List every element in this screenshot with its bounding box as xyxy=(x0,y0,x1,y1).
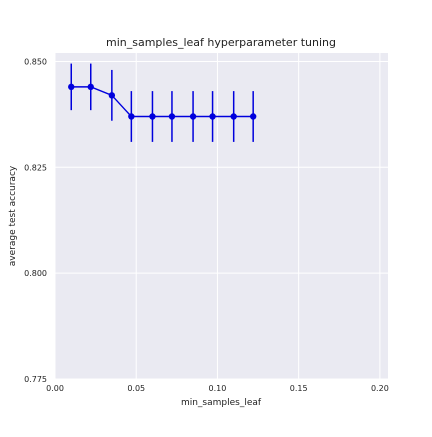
data-point xyxy=(87,83,94,91)
y-tick-label: 0.775 xyxy=(24,375,47,384)
chart-title: min_samples_leaf hyperparameter tuning xyxy=(106,36,336,49)
series-line-path xyxy=(71,86,254,118)
grid xyxy=(54,53,388,380)
x-tick-label: 0.00 xyxy=(46,384,64,393)
data-point xyxy=(149,113,156,120)
series-line xyxy=(71,86,254,118)
y-axis-label: average test accuracy xyxy=(8,165,18,266)
x-tick-label: 0.15 xyxy=(290,384,308,393)
x-tick-label: 0.20 xyxy=(371,384,389,393)
y-tick-label: 0.850 xyxy=(24,57,47,66)
data-point xyxy=(128,113,135,120)
x-tick-label: 0.10 xyxy=(209,384,227,393)
data-point xyxy=(209,113,216,120)
y-tick-label: 0.800 xyxy=(24,269,47,278)
data-point xyxy=(230,113,237,120)
data-point xyxy=(189,113,197,120)
series-markers xyxy=(68,83,257,120)
data-point xyxy=(68,83,75,91)
data-point xyxy=(108,92,116,99)
data-point xyxy=(249,113,257,120)
x-axis-label: min_samples_leaf xyxy=(181,398,262,408)
data-point xyxy=(168,113,176,120)
x-tick-label: 0.05 xyxy=(127,384,145,393)
tick-labels: 0.00 0.05 0.10 0.15 0.20 0.775 0.800 0.825 0.850 xyxy=(24,57,389,393)
y-tick-label: 0.825 xyxy=(24,163,47,172)
plot-area xyxy=(55,53,388,379)
